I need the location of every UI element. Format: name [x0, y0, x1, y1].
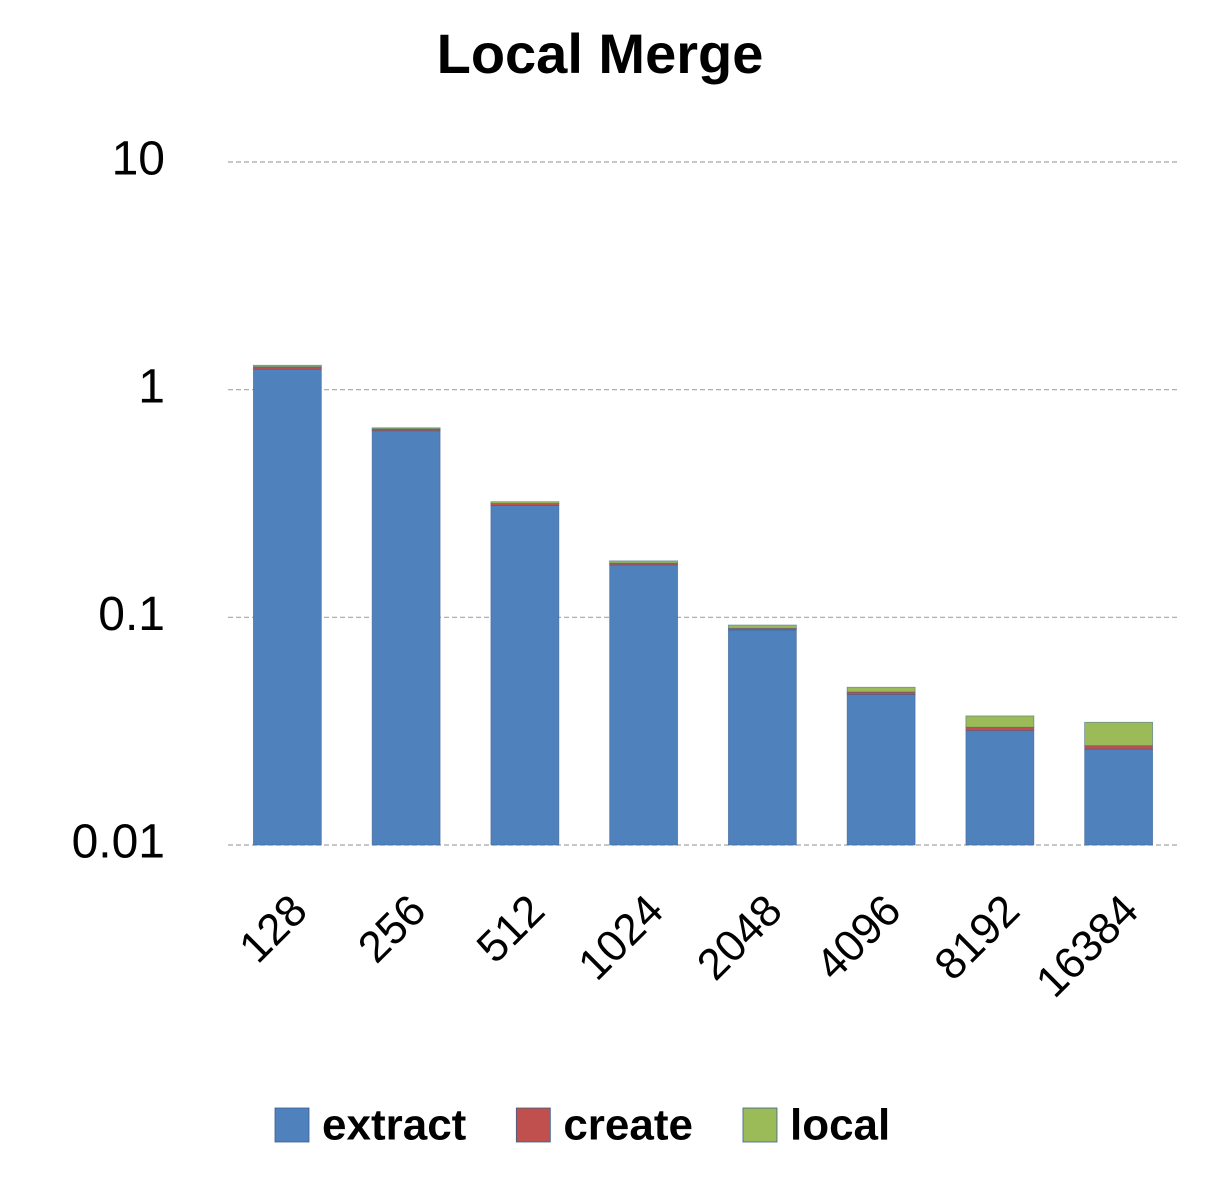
bar-segment	[252, 364, 322, 368]
bar-segment	[490, 501, 560, 504]
legend-label: extract	[322, 1101, 467, 1150]
bar-segment	[727, 629, 797, 846]
bar-segment	[490, 505, 560, 846]
bar-segment	[371, 430, 441, 846]
x-tick-label: 512	[468, 886, 555, 973]
x-tick-label: 256	[349, 886, 436, 973]
legend-swatch	[274, 1107, 310, 1143]
x-tick-label: 16384	[1027, 886, 1148, 1007]
y-tick-label: 10	[112, 133, 165, 186]
chart-title: Local Merge	[437, 22, 764, 85]
bar-segment	[965, 726, 1035, 732]
y-tick-label: 0.1	[98, 588, 165, 641]
bar-segment	[965, 715, 1035, 728]
bar-segment	[1084, 721, 1154, 747]
legend-label: local	[790, 1101, 890, 1150]
legend-swatch	[742, 1107, 778, 1143]
bar-segment	[846, 694, 916, 846]
x-tick-label: 2048	[688, 886, 792, 990]
x-tick-label: 1024	[569, 886, 673, 990]
bar-segment	[252, 368, 322, 846]
y-tick-label: 0.01	[72, 816, 165, 869]
legend-swatch	[515, 1107, 551, 1143]
x-tick-label: 128	[230, 886, 317, 973]
bar-segment	[727, 624, 797, 629]
x-tick-label: 8192	[925, 886, 1029, 990]
bar-segment	[609, 564, 679, 846]
x-tick-label: 4096	[807, 886, 911, 990]
bar-segment	[371, 427, 441, 430]
bar-segment	[965, 730, 1035, 846]
bar-segment	[1084, 748, 1154, 846]
bar-segment	[609, 560, 679, 564]
legend-label: create	[563, 1101, 693, 1150]
y-tick-label: 1	[138, 360, 165, 413]
bar-segment	[846, 686, 916, 693]
bar-segment	[1084, 745, 1154, 750]
